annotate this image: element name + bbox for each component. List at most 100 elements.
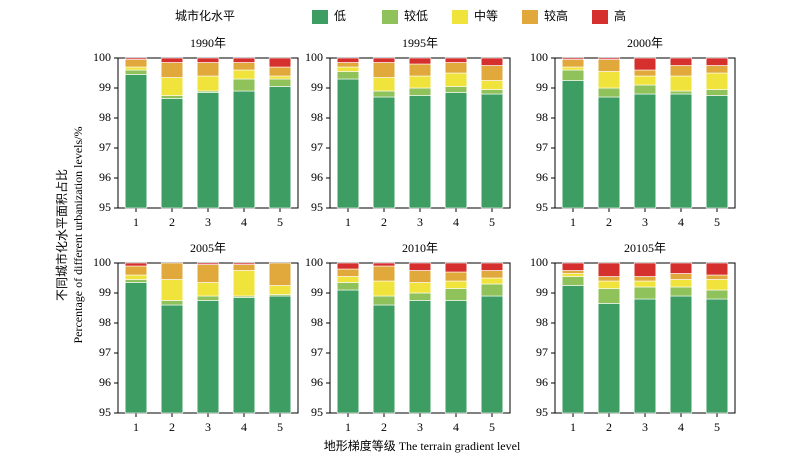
bar-segment <box>444 72 468 87</box>
y-tick-label: 99 <box>311 285 323 299</box>
legend-label: 低 <box>334 9 346 23</box>
bar-segment <box>444 92 468 209</box>
bar-segment <box>561 285 585 414</box>
bar-segment <box>633 262 657 277</box>
y-tick-label: 100 <box>530 255 548 269</box>
bar-segment <box>444 57 468 63</box>
bar-segment <box>597 96 621 209</box>
bar-segment <box>372 57 396 63</box>
bar-segment <box>124 262 148 267</box>
y-axis-label: Percentage of different urbanization lev… <box>71 126 85 343</box>
x-tick-label: 5 <box>489 420 495 434</box>
bar-segment <box>160 262 184 280</box>
bar-segment <box>336 262 360 270</box>
x-tick-label: 1 <box>570 420 576 434</box>
bar-segment <box>480 262 504 271</box>
bar-segment <box>669 90 693 95</box>
y-tick-label: 95 <box>536 200 548 214</box>
bar-segment <box>232 90 256 209</box>
bar-segment <box>669 93 693 209</box>
bar-segment <box>705 89 729 96</box>
x-tick-label: 4 <box>241 215 247 229</box>
bar-segment <box>444 280 468 289</box>
bar-segment <box>480 93 504 209</box>
bar-segment <box>160 304 184 414</box>
bar-segment <box>124 66 148 71</box>
bar-segment <box>444 262 468 273</box>
bar-segment <box>232 264 256 271</box>
x-tick-label: 3 <box>417 215 423 229</box>
bar-segment <box>160 95 184 99</box>
x-tick-label: 4 <box>678 215 684 229</box>
bar-segment <box>480 80 504 90</box>
bar-segment <box>372 304 396 414</box>
x-tick-label: 3 <box>642 215 648 229</box>
subplot-title: 1990年 <box>190 36 226 50</box>
bar-segment <box>124 279 148 283</box>
bar-segment <box>232 270 256 297</box>
x-tick-label: 4 <box>453 215 459 229</box>
x-tick-label: 2 <box>169 215 175 229</box>
y-tick-label: 95 <box>311 405 323 419</box>
bar-segment <box>561 262 585 271</box>
x-tick-label: 2 <box>606 215 612 229</box>
bar-segment <box>597 87 621 98</box>
bar-segment <box>196 282 220 297</box>
bar-segment <box>669 262 693 274</box>
bar-segment <box>444 86 468 93</box>
bar-segment <box>633 280 657 288</box>
bar-segment <box>597 288 621 304</box>
bar-segment <box>705 279 729 291</box>
bar-segment <box>444 62 468 74</box>
x-tick-label: 1 <box>133 420 139 434</box>
bar-segment <box>372 62 396 78</box>
y-tick-label: 96 <box>99 375 111 389</box>
bar-segment <box>196 264 220 283</box>
bar-segment <box>160 279 184 301</box>
bar-segment <box>196 262 220 265</box>
x-tick-label: 1 <box>570 215 576 229</box>
bar-segment <box>232 62 256 71</box>
bar-segment <box>705 72 729 90</box>
y-axis-label: 不同城市化水平面积占比 <box>54 169 69 301</box>
bar-segment <box>336 276 360 283</box>
bar-segment <box>633 69 657 77</box>
bar-segment <box>160 300 184 306</box>
bar-segment <box>372 265 396 282</box>
bar-segment <box>633 93 657 209</box>
y-tick-label: 97 <box>311 345 323 359</box>
subplot-title: 1995年 <box>402 36 438 50</box>
legend-swatch <box>452 10 468 24</box>
bar-segment <box>124 74 148 209</box>
y-tick-label: 96 <box>536 170 548 184</box>
bar-segment <box>372 96 396 209</box>
bar-segment <box>372 262 396 267</box>
bar-segment <box>669 65 693 77</box>
legend-swatch <box>522 10 538 24</box>
y-tick-label: 99 <box>99 80 111 94</box>
bar-segment <box>633 286 657 300</box>
bar-segment <box>408 292 432 301</box>
bar-segment <box>669 273 693 280</box>
bar-segment <box>669 286 693 297</box>
bar-segment <box>268 295 292 414</box>
y-tick-label: 100 <box>93 50 111 64</box>
x-tick-label: 4 <box>241 420 247 434</box>
bar-segment <box>705 298 729 414</box>
bar-segment <box>597 59 621 72</box>
y-tick-label: 98 <box>536 315 548 329</box>
y-tick-label: 100 <box>305 255 323 269</box>
x-tick-label: 2 <box>169 420 175 434</box>
bar-segment <box>597 280 621 289</box>
y-tick-label: 98 <box>99 315 111 329</box>
x-tick-label: 5 <box>714 420 720 434</box>
bar-segment <box>561 276 585 286</box>
bar-segment <box>372 295 396 306</box>
bar-segment <box>561 59 585 68</box>
y-tick-label: 100 <box>305 50 323 64</box>
bar-segment <box>561 80 585 209</box>
bar-segment <box>336 268 360 277</box>
bar-segment <box>705 289 729 300</box>
bar-segment <box>444 271 468 282</box>
y-tick-label: 95 <box>536 405 548 419</box>
